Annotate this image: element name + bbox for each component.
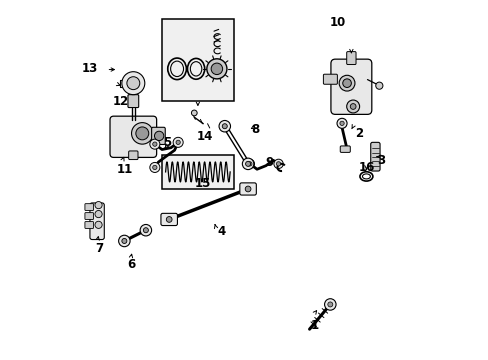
FancyBboxPatch shape: [128, 151, 138, 159]
Circle shape: [339, 121, 344, 126]
Text: 11: 11: [116, 163, 132, 176]
Circle shape: [176, 140, 180, 144]
Circle shape: [244, 186, 250, 192]
Circle shape: [336, 118, 346, 129]
Circle shape: [166, 217, 172, 222]
Circle shape: [122, 238, 126, 243]
Text: 16: 16: [358, 161, 374, 174]
Circle shape: [244, 159, 254, 168]
Circle shape: [95, 202, 102, 209]
Circle shape: [247, 162, 251, 166]
Bar: [162, 155, 233, 189]
Circle shape: [152, 142, 157, 146]
Circle shape: [211, 63, 222, 75]
Circle shape: [95, 211, 102, 218]
Circle shape: [95, 221, 102, 228]
Circle shape: [143, 228, 148, 233]
Text: 10: 10: [329, 16, 345, 29]
Circle shape: [324, 299, 335, 310]
Circle shape: [191, 110, 197, 116]
Text: 9: 9: [265, 156, 273, 169]
FancyBboxPatch shape: [151, 127, 165, 144]
Circle shape: [119, 235, 130, 247]
FancyBboxPatch shape: [85, 213, 93, 220]
Circle shape: [222, 124, 227, 129]
FancyBboxPatch shape: [340, 146, 349, 152]
Text: 1: 1: [310, 319, 318, 332]
Circle shape: [206, 59, 226, 79]
Text: 15: 15: [195, 177, 211, 190]
Circle shape: [342, 79, 351, 87]
Circle shape: [219, 121, 230, 132]
Circle shape: [149, 139, 160, 149]
Circle shape: [327, 302, 332, 307]
FancyBboxPatch shape: [370, 142, 379, 171]
Circle shape: [122, 72, 144, 95]
Text: 14: 14: [197, 130, 213, 144]
FancyBboxPatch shape: [346, 51, 355, 64]
Circle shape: [131, 123, 153, 144]
FancyBboxPatch shape: [239, 183, 256, 195]
Circle shape: [149, 162, 160, 172]
Circle shape: [126, 77, 140, 90]
Circle shape: [173, 137, 183, 147]
FancyBboxPatch shape: [85, 222, 93, 228]
Text: 7: 7: [95, 242, 103, 255]
Circle shape: [339, 75, 354, 91]
FancyBboxPatch shape: [323, 74, 337, 84]
FancyBboxPatch shape: [90, 203, 104, 239]
Circle shape: [349, 104, 355, 109]
Text: 5: 5: [163, 136, 171, 149]
Circle shape: [375, 82, 382, 89]
Text: 12: 12: [112, 95, 129, 108]
Text: 4: 4: [217, 225, 225, 238]
Text: 2: 2: [354, 127, 363, 140]
FancyBboxPatch shape: [330, 59, 371, 114]
Text: 6: 6: [127, 258, 135, 271]
Circle shape: [242, 158, 253, 170]
FancyBboxPatch shape: [110, 116, 156, 157]
Circle shape: [154, 131, 163, 140]
Circle shape: [140, 225, 151, 236]
FancyBboxPatch shape: [85, 204, 93, 211]
Circle shape: [152, 165, 157, 170]
Text: 3: 3: [376, 154, 384, 167]
Circle shape: [245, 161, 250, 166]
Circle shape: [273, 159, 283, 168]
Circle shape: [136, 127, 148, 140]
FancyBboxPatch shape: [161, 213, 177, 226]
Circle shape: [276, 162, 280, 166]
Bar: [162, 19, 233, 101]
Text: 8: 8: [251, 123, 259, 136]
Circle shape: [346, 100, 359, 113]
Text: 13: 13: [81, 62, 98, 75]
FancyBboxPatch shape: [128, 95, 139, 108]
